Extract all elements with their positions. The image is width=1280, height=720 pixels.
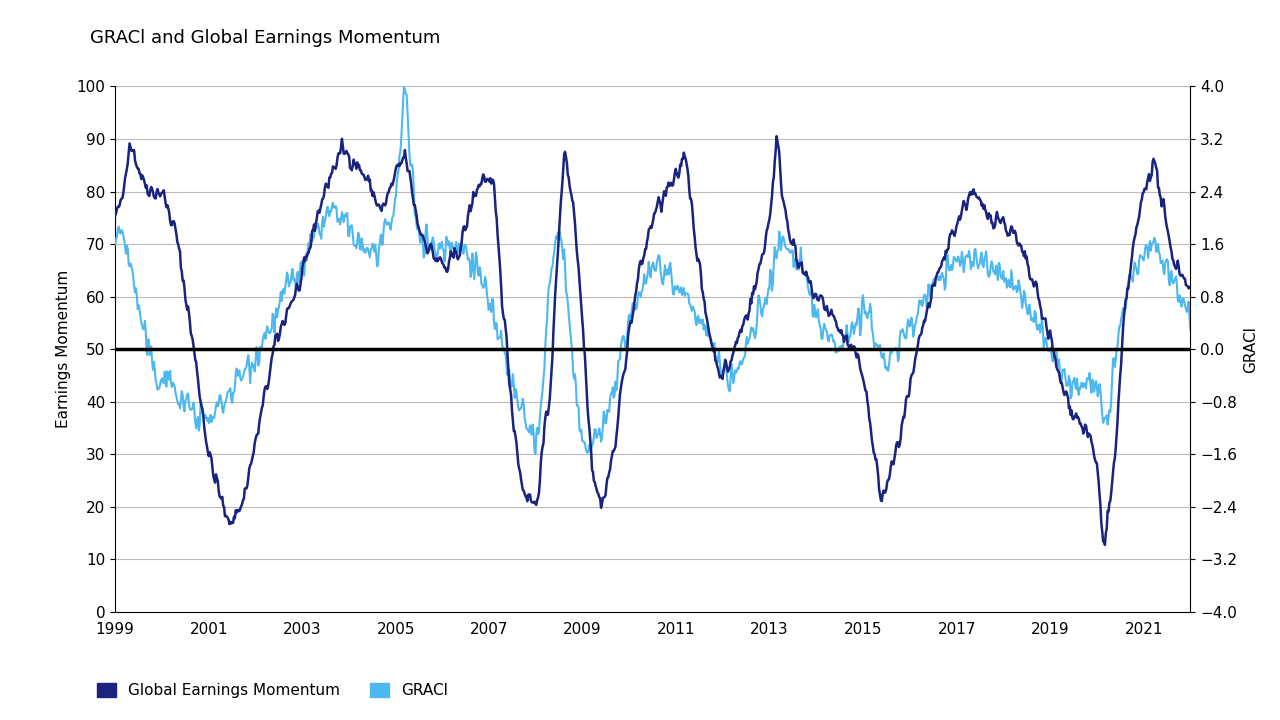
- Global Earnings Momentum: [1183, 284, 1198, 292]
- Global Earnings Momentum: [1097, 541, 1112, 549]
- GRACl: [527, 449, 543, 458]
- GRACl: [1083, 382, 1098, 390]
- Global Earnings Momentum: [571, 264, 586, 272]
- Y-axis label: Earnings Momentum: Earnings Momentum: [56, 270, 72, 428]
- GRACl: [572, 427, 588, 436]
- Y-axis label: GRACl: GRACl: [1243, 325, 1258, 373]
- GRACl: [769, 246, 785, 255]
- Global Earnings Momentum: [768, 147, 783, 156]
- Line: Global Earnings Momentum: Global Earnings Momentum: [115, 136, 1190, 545]
- Global Earnings Momentum: [769, 132, 785, 140]
- GRACl: [416, 253, 431, 262]
- GRACl: [1183, 325, 1198, 334]
- GRACl: [541, 282, 557, 291]
- Global Earnings Momentum: [108, 211, 123, 220]
- Text: GRACl and Global Earnings Momentum: GRACl and Global Earnings Momentum: [90, 29, 440, 47]
- GRACl: [979, 258, 995, 267]
- GRACl: [108, 240, 123, 248]
- GRACl: [397, 83, 412, 91]
- Global Earnings Momentum: [978, 208, 993, 217]
- Line: GRACl: GRACl: [115, 87, 1190, 454]
- Global Earnings Momentum: [415, 231, 430, 240]
- Global Earnings Momentum: [1082, 431, 1097, 439]
- Global Earnings Momentum: [539, 410, 554, 419]
- Legend: Global Earnings Momentum, GRACl: Global Earnings Momentum, GRACl: [97, 683, 448, 698]
